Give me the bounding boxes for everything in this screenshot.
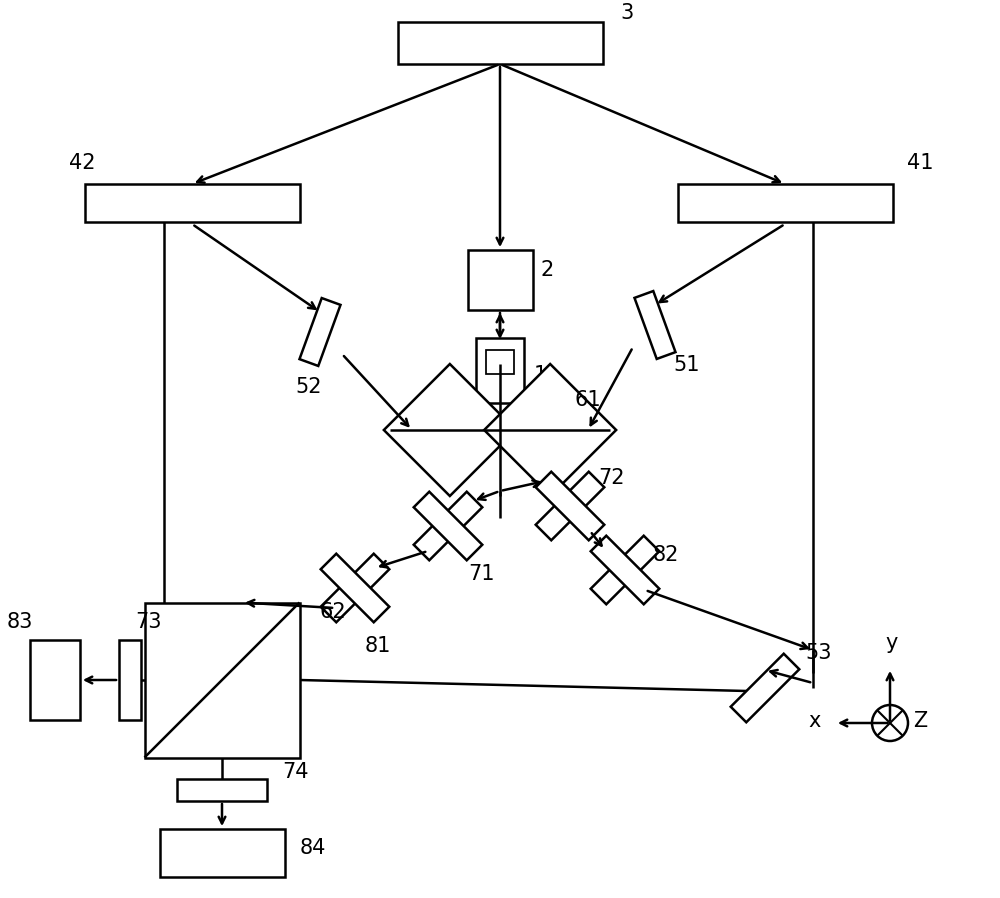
Text: 72: 72 <box>598 468 624 488</box>
Polygon shape <box>177 779 267 801</box>
Polygon shape <box>484 364 616 496</box>
Polygon shape <box>536 471 604 541</box>
Polygon shape <box>321 554 389 622</box>
Text: 73: 73 <box>135 612 162 632</box>
Text: 81: 81 <box>365 636 391 656</box>
Polygon shape <box>468 250 532 310</box>
Text: 71: 71 <box>468 564 494 584</box>
Text: 84: 84 <box>300 838 326 858</box>
Text: Z: Z <box>913 711 927 731</box>
Polygon shape <box>634 291 676 359</box>
Text: y: y <box>886 633 898 653</box>
Text: x: x <box>809 711 821 731</box>
Text: 51: 51 <box>673 355 700 375</box>
Text: 3: 3 <box>620 3 634 23</box>
Text: 2: 2 <box>540 260 554 280</box>
Text: 61: 61 <box>575 390 601 410</box>
Polygon shape <box>476 338 524 402</box>
Polygon shape <box>591 536 659 604</box>
Text: 53: 53 <box>805 643 832 663</box>
Polygon shape <box>414 492 482 560</box>
Polygon shape <box>384 364 516 496</box>
Polygon shape <box>119 640 141 720</box>
Polygon shape <box>414 492 482 560</box>
Text: 74: 74 <box>282 762 308 782</box>
Polygon shape <box>84 184 300 222</box>
Polygon shape <box>731 654 799 722</box>
Text: 41: 41 <box>908 153 934 173</box>
Text: 52: 52 <box>295 377 322 397</box>
Text: 1: 1 <box>534 365 547 385</box>
Polygon shape <box>536 471 604 541</box>
Polygon shape <box>299 298 341 366</box>
Polygon shape <box>144 603 300 758</box>
Polygon shape <box>591 536 659 604</box>
Text: 82: 82 <box>653 545 679 565</box>
Circle shape <box>872 705 908 741</box>
Polygon shape <box>321 554 389 622</box>
Polygon shape <box>678 184 893 222</box>
Text: 62: 62 <box>320 603 346 622</box>
Text: 83: 83 <box>7 612 33 632</box>
Polygon shape <box>160 829 285 877</box>
Polygon shape <box>486 349 514 374</box>
Polygon shape <box>398 22 602 64</box>
Text: 42: 42 <box>70 153 96 173</box>
Polygon shape <box>30 640 80 720</box>
